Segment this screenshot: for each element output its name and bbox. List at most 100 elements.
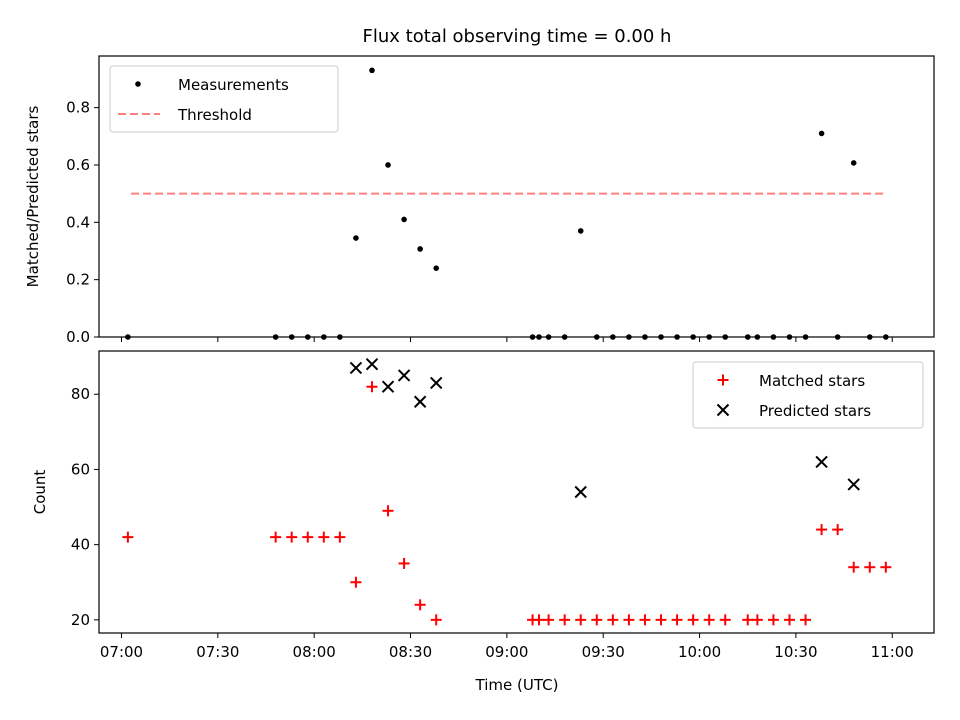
top-panel: 0.0 0.2 0.4 0.6 0.8 Matched/Predicted stars Me… bbox=[24, 55, 935, 346]
bottom-axes-frame bbox=[98, 350, 935, 634]
x-tick-label: 08:30 bbox=[389, 643, 432, 661]
measurement-point bbox=[744, 334, 751, 340]
predicted-star-point-b bbox=[574, 485, 587, 499]
x-tick-label: 07:30 bbox=[196, 643, 239, 661]
top-axes-frame bbox=[98, 55, 935, 338]
predicted-star-point bbox=[365, 357, 379, 371]
matched-star-point bbox=[350, 576, 362, 588]
matched-star-point bbox=[880, 561, 892, 573]
predicted-star-point bbox=[430, 376, 443, 390]
measurement-point bbox=[321, 334, 327, 340]
predicted-star-point-b bbox=[847, 478, 860, 491]
matched-star-point bbox=[543, 614, 555, 626]
measurement-point bbox=[626, 334, 632, 340]
top-y-axis-title: Matched/Predicted stars bbox=[24, 106, 42, 288]
predicted-star-point-b bbox=[349, 361, 363, 375]
measurement-point bbox=[561, 334, 568, 340]
measurement-point bbox=[834, 334, 841, 340]
top-y-tick-label: 0.4 bbox=[66, 213, 90, 231]
measurement-point bbox=[690, 334, 696, 340]
top-y-tick-label: 0.0 bbox=[66, 328, 90, 346]
measurement-point bbox=[536, 334, 542, 340]
measurement-point bbox=[802, 334, 809, 340]
measurement-point bbox=[401, 216, 407, 223]
matched-star-point bbox=[783, 614, 795, 626]
measurement-point bbox=[125, 334, 131, 340]
measurement-point bbox=[304, 334, 311, 340]
matched-star-point bbox=[800, 614, 812, 626]
measurement-point bbox=[433, 265, 440, 271]
bottom-y-tick-label: 40 bbox=[71, 536, 90, 554]
measurement-point bbox=[337, 334, 343, 340]
matched-star-point bbox=[286, 531, 298, 543]
top-legend-box bbox=[109, 65, 339, 133]
x-tick-label: 11:00 bbox=[871, 643, 914, 661]
matched-star-point bbox=[575, 614, 587, 626]
predicted-star-point-b bbox=[381, 380, 395, 393]
measurement-point bbox=[818, 130, 825, 137]
matched-star-point bbox=[414, 599, 426, 611]
legend-threshold-label: Threshold bbox=[177, 106, 252, 124]
legend-measurements-marker bbox=[135, 81, 141, 87]
matched-star-point bbox=[623, 614, 635, 626]
measurement-point bbox=[706, 334, 712, 340]
top-y-tick-label: 0.8 bbox=[66, 99, 90, 117]
measurement-point bbox=[722, 334, 729, 340]
measurement-point bbox=[288, 334, 295, 340]
bottom-panel: 20 40 60 80 07:00 07:30 08:00 08:30 09:00 09:30 10… bbox=[31, 350, 935, 661]
measurement-point bbox=[369, 67, 375, 74]
measurement-point bbox=[786, 334, 793, 340]
measurement-point bbox=[770, 334, 777, 340]
predicted-star-point-b bbox=[397, 369, 411, 382]
legend-predicted-marker bbox=[716, 403, 730, 417]
matched-star-point bbox=[848, 561, 860, 573]
matched-star-point bbox=[430, 614, 442, 626]
legend-predicted-marker-b bbox=[716, 403, 730, 417]
matched-star-point bbox=[742, 614, 754, 626]
legend-measurements-label: Measurements bbox=[178, 76, 289, 94]
matched-star-point bbox=[703, 614, 715, 626]
measurement-point bbox=[610, 334, 616, 340]
measurement-point bbox=[850, 160, 857, 166]
measurement-point bbox=[385, 162, 391, 168]
matched-star-point bbox=[832, 524, 844, 536]
chart-title: Flux total observing time = 0.00 h bbox=[363, 26, 672, 47]
matched-star-point bbox=[719, 614, 731, 626]
bottom-y-tick-label: 60 bbox=[71, 460, 90, 478]
legend-matched-label: Matched stars bbox=[759, 372, 865, 390]
matched-star-point bbox=[639, 614, 651, 626]
predicted-star-point bbox=[413, 395, 427, 408]
matched-star-point bbox=[559, 614, 571, 626]
measurement-point bbox=[642, 334, 648, 340]
matched-star-point bbox=[318, 531, 330, 543]
matched-star-point bbox=[751, 614, 763, 626]
predicted-star-point bbox=[815, 455, 828, 469]
measurement-point bbox=[577, 228, 584, 234]
x-axis-title: Time (UTC) bbox=[475, 676, 559, 694]
bottom-y-axis-title: Count bbox=[31, 470, 49, 515]
matched-star-point bbox=[302, 531, 314, 543]
predicted-star-point bbox=[349, 361, 363, 375]
matched-star-point bbox=[398, 557, 410, 569]
matched-star-point bbox=[864, 561, 876, 573]
matched-star-point bbox=[671, 614, 683, 626]
matched-star-point bbox=[366, 381, 378, 393]
matched-star-point bbox=[122, 531, 134, 543]
measurement-point bbox=[545, 334, 552, 340]
x-tick-label: 09:30 bbox=[582, 643, 625, 661]
matched-star-point bbox=[533, 614, 545, 626]
matched-star-point bbox=[607, 614, 619, 626]
predicted-star-point-b bbox=[365, 357, 379, 371]
matched-star-point bbox=[767, 614, 779, 626]
predicted-star-point-b bbox=[430, 376, 443, 390]
matched-star-point bbox=[591, 614, 603, 626]
predicted-star-point bbox=[574, 485, 587, 499]
top-y-tick-label: 0.6 bbox=[66, 156, 90, 174]
measurement-point bbox=[417, 246, 423, 252]
measurement-point bbox=[272, 334, 279, 340]
measurement-point bbox=[593, 334, 600, 340]
bottom-y-tick-label: 80 bbox=[71, 385, 90, 403]
measurement-point bbox=[883, 334, 889, 340]
predicted-star-point bbox=[381, 380, 395, 393]
